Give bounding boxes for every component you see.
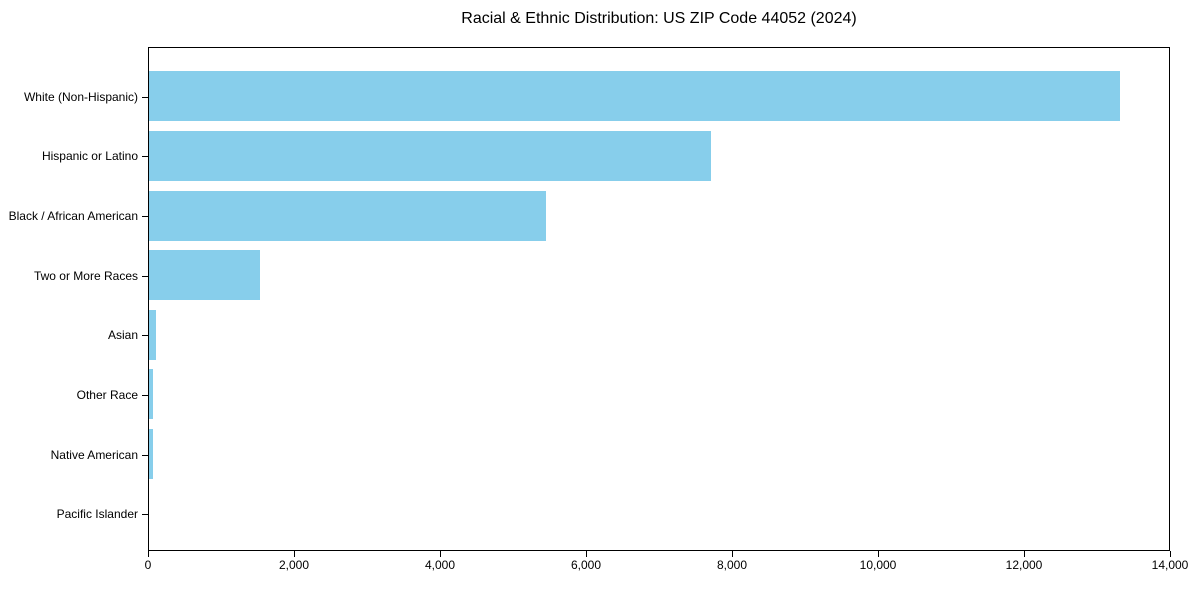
x-axis-tick-label: 6,000 [570,558,602,572]
plot-area [148,47,1170,551]
x-axis-tick-label: 14,000 [1151,558,1189,572]
bar-two-or-more-races [149,250,261,301]
y-axis-label: White (Non-Hispanic) [23,89,138,104]
bar-native-american [149,429,153,480]
y-axis-tick [142,216,148,218]
bar-hispanic-or-latino [149,130,712,181]
y-axis-label: Other Race [76,387,138,402]
x-axis-tick [294,551,295,557]
y-axis-tick [142,96,148,98]
y-axis-tick [142,454,148,456]
y-axis-tick [142,275,148,277]
x-axis-tick-label: 0 [144,558,152,572]
x-axis-tick-label: 4,000 [424,558,456,572]
x-axis-tick [1170,551,1171,557]
x-axis-tick [586,551,587,557]
x-axis-tick [732,551,733,557]
y-axis-label: Hispanic or Latino [41,149,138,164]
y-axis-tick [142,394,148,396]
x-axis-tick [878,551,879,557]
x-axis-tick [148,551,149,557]
x-axis-tick-label: 12,000 [1005,558,1043,572]
chart-title: Racial & Ethnic Distribution: US ZIP Cod… [461,10,857,27]
bar-other-race [149,369,153,420]
y-axis-tick [142,514,148,516]
y-axis-tick [142,156,148,158]
y-axis-label: Black / African American [8,209,138,224]
bar-asian [149,309,157,360]
y-axis-label: Two or More Races [33,268,138,283]
y-axis-label: Native American [50,447,138,462]
x-axis-tick [1024,551,1025,557]
bar-black-african-american [149,190,547,241]
y-axis-label: Asian [107,328,138,343]
x-axis-tick-label: 8,000 [716,558,748,572]
x-axis-tick-label: 10,000 [859,558,897,572]
x-axis-tick-label: 2,000 [278,558,310,572]
y-axis-label: Pacific Islander [56,507,138,522]
y-axis-tick [142,335,148,337]
bar-white-non-hispanic [149,71,1121,122]
x-axis-tick [440,551,441,557]
